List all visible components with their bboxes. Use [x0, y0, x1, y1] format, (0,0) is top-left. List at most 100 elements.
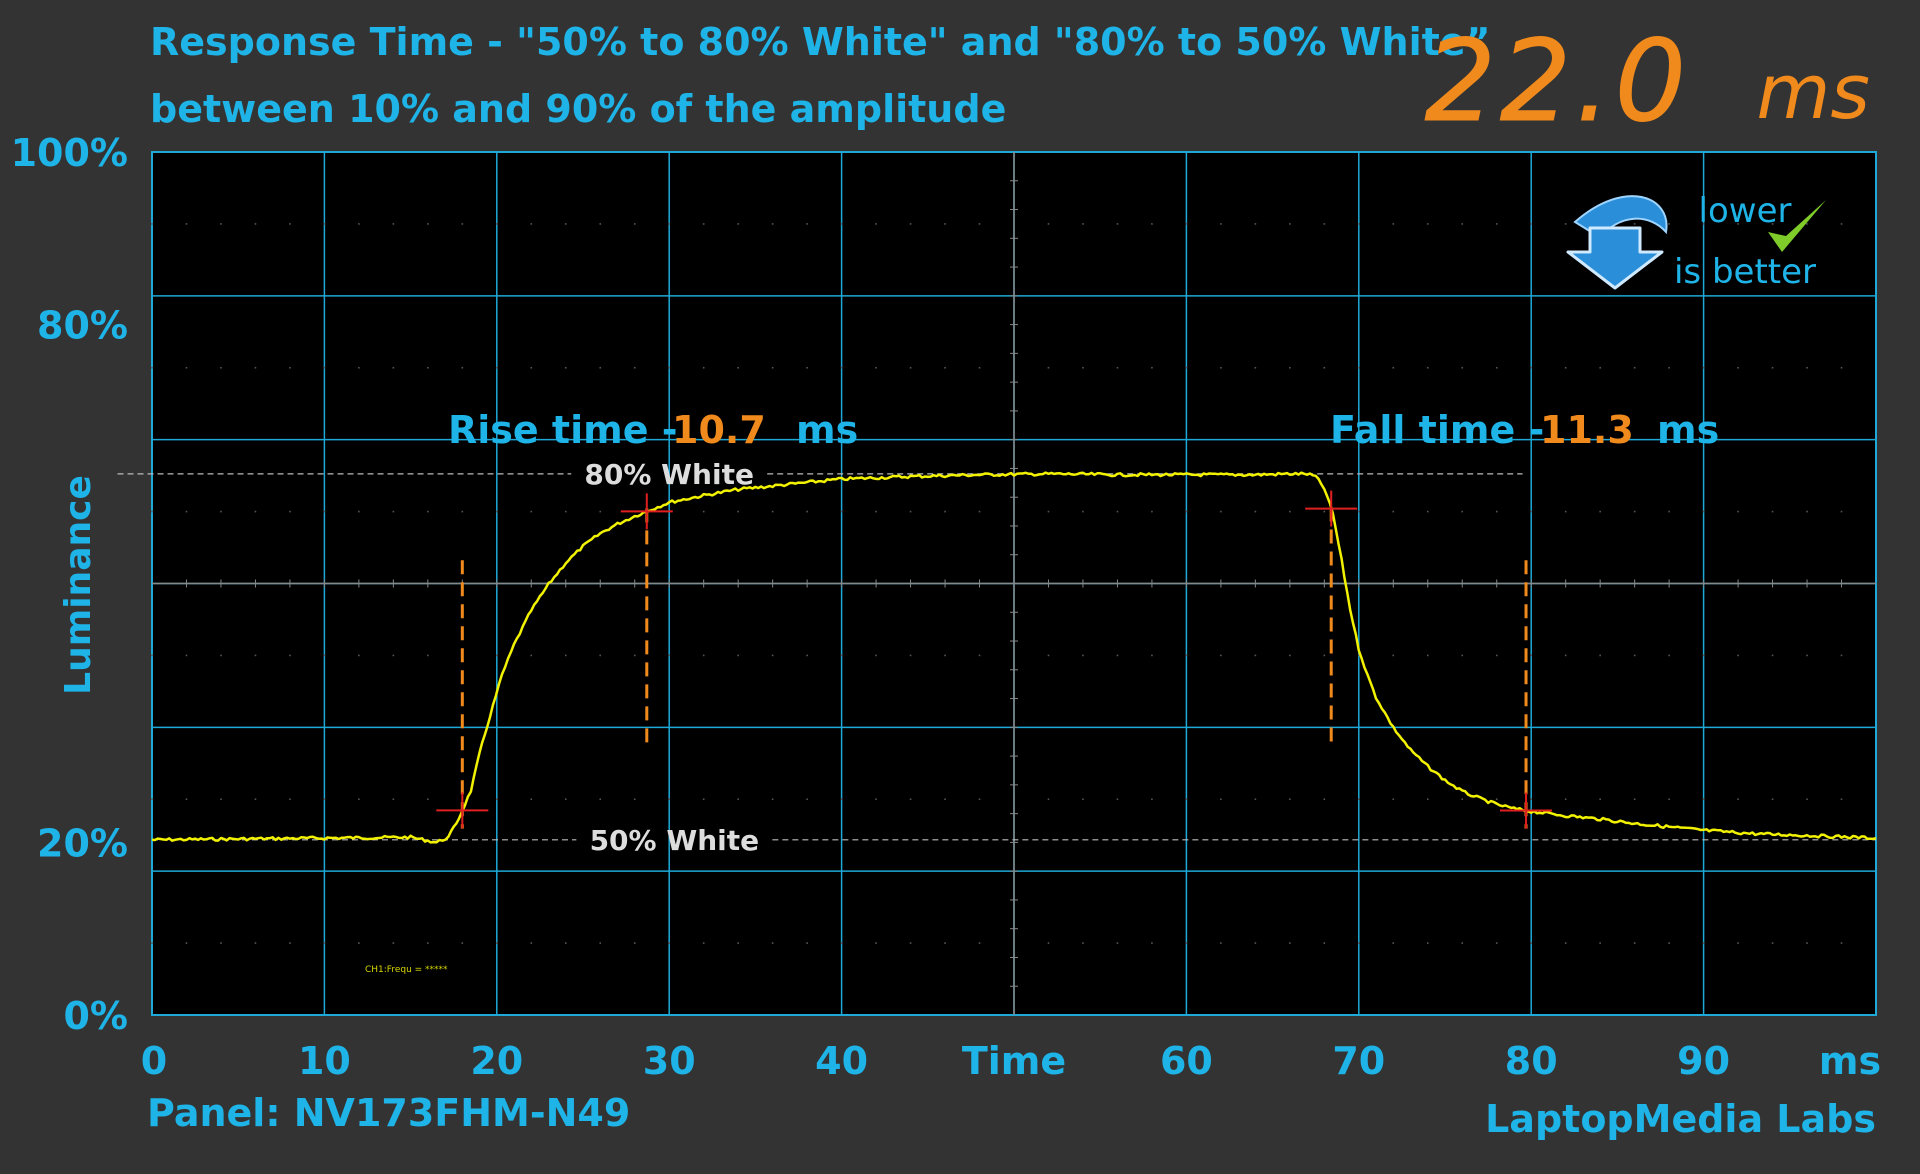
- grid-dot: [909, 798, 912, 801]
- grid-dot: [1530, 942, 1532, 944]
- grid-dot: [254, 510, 257, 513]
- grid-dot: [185, 510, 188, 513]
- grid-dot: [978, 942, 981, 944]
- grid-dot: [1771, 223, 1774, 225]
- grid-dot: [1047, 510, 1050, 513]
- grid-dot: [909, 510, 912, 513]
- grid-dot: [1082, 654, 1084, 657]
- grid-dot: [1185, 510, 1188, 513]
- grid-dot: [1254, 510, 1257, 513]
- grid-dot: [702, 366, 705, 369]
- grid-dot: [1289, 223, 1291, 225]
- grid-dot: [668, 366, 670, 369]
- grid-dot: [496, 942, 498, 944]
- grid-dot: [668, 798, 670, 801]
- grid-dot: [599, 510, 602, 513]
- grid-dot: [1668, 510, 1670, 513]
- grid-dot: [323, 223, 326, 225]
- grid-dot: [1461, 223, 1464, 225]
- grid-dot: [392, 510, 395, 513]
- grid-dot: [151, 223, 153, 225]
- grid-dot: [944, 942, 946, 944]
- grid-dot: [1323, 223, 1326, 225]
- grid-dot: [1254, 942, 1257, 944]
- grid-dot: [323, 942, 326, 944]
- grid-dot: [1220, 223, 1222, 225]
- grid-dot: [151, 798, 153, 801]
- grid-dot: [771, 654, 774, 657]
- grid-dot: [771, 510, 774, 513]
- grid-dot: [668, 654, 670, 657]
- grid-dot: [840, 223, 843, 225]
- grid-dot: [1358, 366, 1360, 369]
- grid-dot: [633, 654, 636, 657]
- grid-dot: [771, 798, 774, 801]
- grid-dot: [1633, 798, 1636, 801]
- grid-dot: [1840, 366, 1843, 369]
- grid-dot: [289, 654, 291, 657]
- grid-dot: [151, 510, 153, 513]
- grid-dot: [392, 942, 395, 944]
- chart-title-line2: between 10% and 90% of the amplitude: [150, 87, 1006, 131]
- grid-dot: [496, 798, 498, 801]
- grid-dot: [1495, 223, 1498, 225]
- grid-dot: [1392, 366, 1395, 369]
- grid-dot: [289, 223, 291, 225]
- grid-dot: [1116, 798, 1119, 801]
- grid-dot: [220, 510, 222, 513]
- x-tick-label: 10: [298, 1039, 351, 1083]
- grid-dot: [978, 366, 981, 369]
- grid-dot: [185, 366, 188, 369]
- grid-dot: [1461, 654, 1464, 657]
- grid-dot: [1220, 654, 1222, 657]
- grid-dot: [909, 654, 912, 657]
- grid-dot: [1495, 798, 1498, 801]
- grid-dot: [1426, 654, 1429, 657]
- grid-dot: [323, 798, 326, 801]
- fall-time-unit: ms: [1657, 408, 1719, 452]
- down-arrow-icon: [1566, 195, 1668, 290]
- grid-dot: [461, 366, 464, 369]
- grid-dot: [1599, 366, 1601, 369]
- grid-dot: [1633, 510, 1636, 513]
- grid-dot: [358, 366, 360, 369]
- grid-dot: [461, 510, 464, 513]
- grid-dot: [1702, 798, 1705, 801]
- grid-dot: [737, 798, 739, 801]
- grid-dot: [1289, 510, 1291, 513]
- grid-dot: [1599, 798, 1601, 801]
- grid-dot: [358, 942, 360, 944]
- grid-dot: [1426, 366, 1429, 369]
- grid-dot: [1771, 654, 1774, 657]
- grid-dot: [1185, 654, 1188, 657]
- grid-dot: [1771, 510, 1774, 513]
- grid-dot: [1116, 654, 1119, 657]
- grid-dot: [702, 798, 705, 801]
- grid-dot: [185, 654, 188, 657]
- grid-dot: [909, 366, 912, 369]
- grid-dot: [978, 798, 981, 801]
- center-axes: [152, 152, 1876, 1015]
- x-tick-label: 60: [1160, 1039, 1213, 1083]
- grid-dot: [771, 366, 774, 369]
- grid-dot: [978, 223, 981, 225]
- grid-dot: [1702, 510, 1705, 513]
- grid-dot: [1702, 223, 1705, 225]
- grid-dot: [1047, 223, 1050, 225]
- grid-dot: [599, 654, 602, 657]
- grid-dot: [496, 654, 498, 657]
- grid-dot: [944, 798, 946, 801]
- grid-dot: [1495, 942, 1498, 944]
- grid-dot: [1392, 510, 1395, 513]
- grid-dot: [323, 366, 326, 369]
- grid-dot: [909, 942, 912, 944]
- grid-dot: [1289, 654, 1291, 657]
- grid-dot: [1392, 942, 1395, 944]
- grid-dot: [564, 654, 567, 657]
- grid-dot: [1116, 366, 1119, 369]
- grid-dot: [806, 223, 808, 225]
- grid-dot: [1151, 223, 1153, 225]
- grid-dot: [1358, 654, 1360, 657]
- grid-dot: [1392, 223, 1395, 225]
- grid-dot: [1599, 942, 1601, 944]
